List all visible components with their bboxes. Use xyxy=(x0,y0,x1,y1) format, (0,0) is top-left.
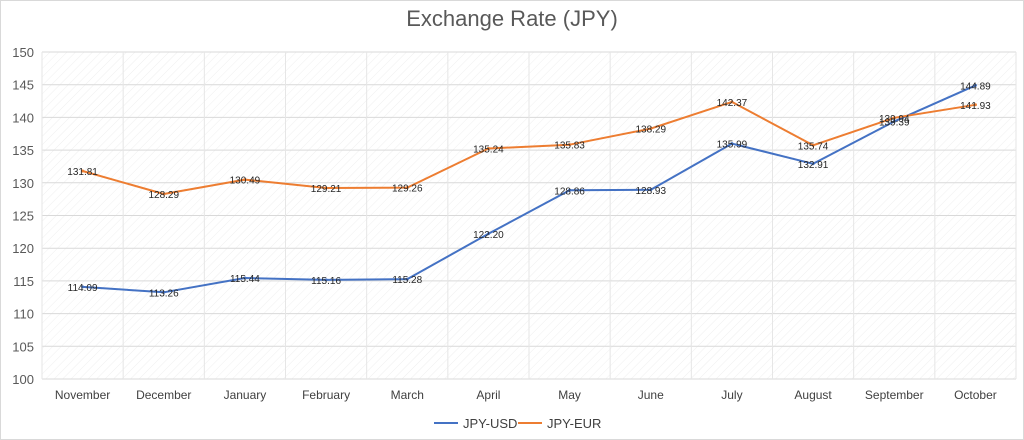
y-tick-label: 145 xyxy=(12,78,34,93)
data-point xyxy=(730,100,734,104)
x-tick-label: December xyxy=(136,388,191,402)
data-label: 114.09 xyxy=(68,283,98,294)
data-point xyxy=(730,142,734,146)
data-point xyxy=(973,83,977,87)
data-label: 139.39 xyxy=(879,117,910,128)
x-tick-label: October xyxy=(954,388,997,402)
x-tick-label: May xyxy=(558,388,581,402)
x-tick-label: September xyxy=(865,388,924,402)
y-tick-label: 135 xyxy=(12,143,34,158)
data-label: 139.94 xyxy=(879,114,910,125)
chart-title: Exchange Rate (JPY) xyxy=(406,6,618,31)
data-point xyxy=(405,186,409,190)
data-label: 135.74 xyxy=(798,141,829,152)
data-point xyxy=(405,277,409,281)
data-label: 135.24 xyxy=(473,145,504,156)
data-label: 135.83 xyxy=(554,141,585,152)
data-label: 130.49 xyxy=(230,176,261,187)
legend-label: JPY-USD xyxy=(463,416,517,431)
data-point xyxy=(243,276,247,280)
x-axis-ticks: November December January February March Apri… xyxy=(55,388,997,402)
y-tick-label: 100 xyxy=(12,372,34,387)
data-label: 115.16 xyxy=(311,276,341,287)
data-label: 122.20 xyxy=(473,230,504,241)
category-gridlines xyxy=(41,52,1017,379)
y-tick-label: 125 xyxy=(12,209,34,224)
data-point xyxy=(649,127,653,131)
data-label: 128.86 xyxy=(554,186,585,197)
data-point xyxy=(486,147,490,151)
data-label: 115.28 xyxy=(392,275,422,286)
legend: JPY-USD JPY-EUR xyxy=(434,416,601,431)
data-point xyxy=(811,162,815,166)
data-point xyxy=(486,232,490,236)
legend-label: JPY-EUR xyxy=(547,416,601,431)
data-label: 115.44 xyxy=(230,274,260,285)
data-point xyxy=(568,188,572,192)
data-point xyxy=(162,192,166,196)
y-tick-label: 150 xyxy=(12,45,34,60)
y-tick-label: 120 xyxy=(12,241,34,256)
y-tick-label: 105 xyxy=(12,339,34,354)
y-axis-ticks: 100 105 110 115 120 125 130 135 140 145 150 xyxy=(12,45,34,387)
data-label: 129.26 xyxy=(392,184,423,195)
series-line-jpy-usd xyxy=(82,84,976,294)
data-point xyxy=(649,188,653,192)
data-label: 141.93 xyxy=(960,101,991,112)
data-point xyxy=(81,169,85,173)
data-label: 113.26 xyxy=(149,288,179,299)
data-label: 138.29 xyxy=(635,125,666,136)
data-labels: 114.09 113.26 115.44 115.16 115.28 122.20 128.… xyxy=(67,81,991,299)
data-label: 135.99 xyxy=(717,140,748,151)
data-point xyxy=(324,278,328,282)
x-tick-label: June xyxy=(638,388,664,402)
x-tick-label: March xyxy=(391,388,424,402)
data-label: 128.29 xyxy=(148,190,179,201)
x-tick-label: February xyxy=(302,388,350,402)
x-tick-label: August xyxy=(794,388,832,402)
data-point xyxy=(892,119,896,123)
series-line-jpy-eur xyxy=(82,100,976,195)
x-tick-label: April xyxy=(476,388,500,402)
data-label: 128.93 xyxy=(635,186,666,197)
x-tick-label: January xyxy=(224,388,267,402)
data-label: 131.81 xyxy=(67,167,98,178)
data-label: 132.91 xyxy=(798,160,829,171)
data-label: 129.21 xyxy=(311,184,342,195)
y-tick-label: 130 xyxy=(12,176,34,191)
data-point xyxy=(162,290,166,294)
data-label: 144.89 xyxy=(960,81,991,92)
data-point xyxy=(568,143,572,147)
y-tick-label: 110 xyxy=(13,307,34,322)
data-point xyxy=(324,186,328,190)
data-label: 142.37 xyxy=(717,98,748,109)
data-point xyxy=(811,143,815,147)
y-tick-label: 140 xyxy=(12,110,34,125)
y-tick-label: 115 xyxy=(13,274,34,289)
data-point xyxy=(892,116,896,120)
x-tick-label: July xyxy=(721,388,742,402)
data-point xyxy=(81,285,85,289)
x-tick-label: November xyxy=(55,388,110,402)
data-point xyxy=(973,103,977,107)
data-point xyxy=(243,178,247,182)
series-lines xyxy=(81,83,977,294)
